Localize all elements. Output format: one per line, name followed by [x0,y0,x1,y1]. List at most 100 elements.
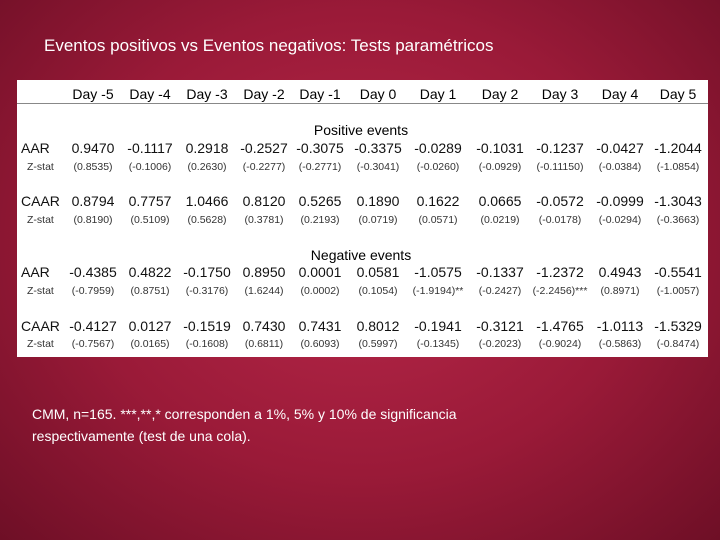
cell: (0.8751) [130,285,170,297]
cell: (0.2193) [300,214,340,226]
cell: (0.6093) [300,338,340,350]
column-header: Day 0 [359,86,397,102]
column-header: Day 1 [419,86,457,102]
cell: (1.6244) [244,285,284,297]
row-label: AAR [21,264,50,280]
cell: (-1.9194)** [412,285,464,297]
cell: 0.2918 [185,140,229,156]
cell: -0.1237 [536,140,584,156]
cell: (0.0219) [480,214,520,226]
row-label: Z-stat [27,214,54,226]
cell: (-0.3176) [185,285,229,297]
column-header: Day 2 [481,86,519,102]
cell: 0.8950 [242,264,286,280]
row-label: Z-stat [27,338,54,350]
row-label: Z-stat [27,161,54,173]
slide-title: Eventos positivos vs Eventos negativos: … [44,36,494,55]
column-header: Day -3 [186,86,228,102]
column-header: Day -2 [243,86,285,102]
column-header: Day -4 [129,86,171,102]
cell: -0.0427 [596,140,644,156]
cell: (-0.0260) [416,161,460,173]
table: Day -5 Day -4 Day -3 Day -2 Day -1 Day 0 Day 1… [17,80,708,357]
cell: -0.3375 [354,140,402,156]
cell: (-0.2771) [298,161,342,173]
cell: (-0.2277) [242,161,286,173]
cell: (0.5628) [187,214,227,226]
cell: (0.1054) [358,285,398,297]
cell: -0.4385 [69,264,117,280]
cell: 0.8794 [71,193,115,209]
column-header: Day 5 [659,86,697,102]
cell: -1.0113 [596,318,644,334]
cell: 0.1622 [416,193,460,209]
cell: (-0.2427) [478,285,522,297]
cell: (0.0165) [130,338,170,350]
cell: 1.0466 [185,193,229,209]
cell: 0.7757 [128,193,172,209]
cell: 0.5265 [298,193,342,209]
cell: -0.0999 [596,193,644,209]
cell: -0.1519 [183,318,231,334]
cell: -0.0289 [414,140,462,156]
row-label: AAR [21,140,50,156]
cell: (-0.1345) [416,338,460,350]
cell: (-0.0384) [598,161,642,173]
cell: -1.0575 [414,264,462,280]
cell: (0.8971) [600,285,640,297]
cell: (0.3781) [244,214,284,226]
cell: (0.8190) [73,214,113,226]
cell: 0.8012 [356,318,400,334]
cell: -0.2527 [240,140,288,156]
cell: (-0.0178) [538,214,582,226]
cell: (0.5109) [130,214,170,226]
cell: 0.7430 [242,318,286,334]
cell: (-1.0854) [656,161,700,173]
section-heading: Positive events [313,122,409,138]
cell: (-0.3663) [656,214,700,226]
cell: -0.1337 [476,264,524,280]
row-label: Z-stat [27,285,54,297]
cell: -0.3075 [296,140,344,156]
cell: 0.8120 [242,193,286,209]
cell: (-1.0057) [656,285,700,297]
cell: (-0.7567) [71,338,115,350]
cell: 0.0665 [478,193,522,209]
cell: 0.0581 [356,264,400,280]
cell: (-0.11150) [536,161,584,173]
note-line: respectivamente (test de una cola). [32,428,251,444]
cell: (0.2630) [187,161,227,173]
column-header: Day -1 [299,86,341,102]
cell: (-0.3041) [356,161,400,173]
cell: -0.5541 [654,264,702,280]
column-header: Day -5 [72,86,114,102]
cell: (0.6811) [244,338,284,350]
cell: 0.1890 [356,193,400,209]
cell: (0.8535) [73,161,113,173]
cell: (-0.0294) [598,214,642,226]
cell: (-0.1608) [185,338,229,350]
cell: -1.5329 [654,318,702,334]
cell: 0.7431 [298,318,342,334]
cell: (-0.8474) [656,338,700,350]
cell: -1.3043 [654,193,702,209]
row-label: CAAR [21,193,60,209]
cell: 0.4822 [128,264,172,280]
cell: -1.2372 [536,264,584,280]
cell: (-0.0929) [478,161,522,173]
column-header: Day 4 [601,86,639,102]
cell: (-0.5863) [598,338,642,350]
cell: 0.9470 [71,140,115,156]
cell: -0.4127 [69,318,117,334]
cell: (-0.9024) [538,338,582,350]
row-label: CAAR [21,318,60,334]
column-header: Day 3 [541,86,579,102]
cell: (-0.7959) [71,285,115,297]
cell: 0.0001 [298,264,342,280]
cell: (-2.2456)*** [532,285,588,297]
cell: 0.4943 [598,264,642,280]
cell: -0.1117 [127,140,173,156]
cell: -1.4765 [536,318,584,334]
note-line: CMM, n=165. ***,**,* corresponden a 1%, … [32,406,457,422]
